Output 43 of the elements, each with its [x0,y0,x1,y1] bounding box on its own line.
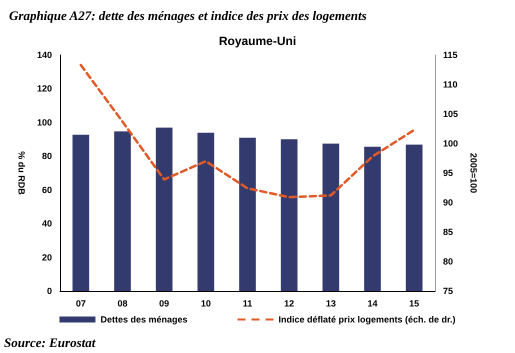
y2-tick-label: 80 [443,256,454,266]
y2-tick-label: 115 [443,50,458,60]
x-tick-label: 12 [284,298,294,308]
y2-tick-label: 100 [443,138,458,148]
x-tick-label: 11 [242,298,252,308]
y2-axis-title: 2005=100 [468,152,478,194]
y-tick-label: 80 [42,151,52,162]
y2-tick-label: 105 [443,109,458,119]
bar [198,132,214,291]
y2-tick-label: 90 [443,198,454,208]
y2-tick-label: 95 [443,168,454,178]
y-tick-label: 60 [42,184,52,195]
line-series [80,64,416,198]
bar [406,144,422,291]
y-axis-title: % du RDB [16,151,26,196]
x-tick-label: 14 [367,298,378,308]
legend-label: Indice déflaté prix logements (éch. de dr.) [278,314,456,324]
y2-tick-label: 110 [443,80,458,90]
bar [114,131,131,291]
y-tick-label: 140 [36,50,52,60]
y-tick-label: 0 [46,286,52,296]
y-tick-label: 120 [36,84,52,94]
legend-label: Dettes des ménages [100,314,188,324]
x-tick-label: 13 [326,298,336,308]
y-tick-label: 40 [42,218,52,229]
y-tick-label: 20 [42,252,52,262]
x-tick-label: 07 [76,298,86,308]
bar [239,138,256,291]
x-tick-label: 15 [409,298,420,308]
x-tick-label: 09 [159,298,170,308]
x-tick-label: 10 [200,298,211,308]
chart-title: Graphique A27: dette des ménages et indice des prix des logements [9,8,367,23]
bar [322,144,340,291]
bar [280,139,298,291]
x-tick-label: 08 [117,298,128,308]
y-tick-label: 100 [36,117,52,128]
source-note: Source: Eurostat [4,335,96,350]
y2-tick-label: 85 [443,227,454,237]
bar [364,146,381,291]
bar [156,128,172,291]
bar [72,134,90,291]
chart-subtitle: Royaume-Uni [218,34,296,48]
y2-tick-label: 75 [443,286,454,296]
